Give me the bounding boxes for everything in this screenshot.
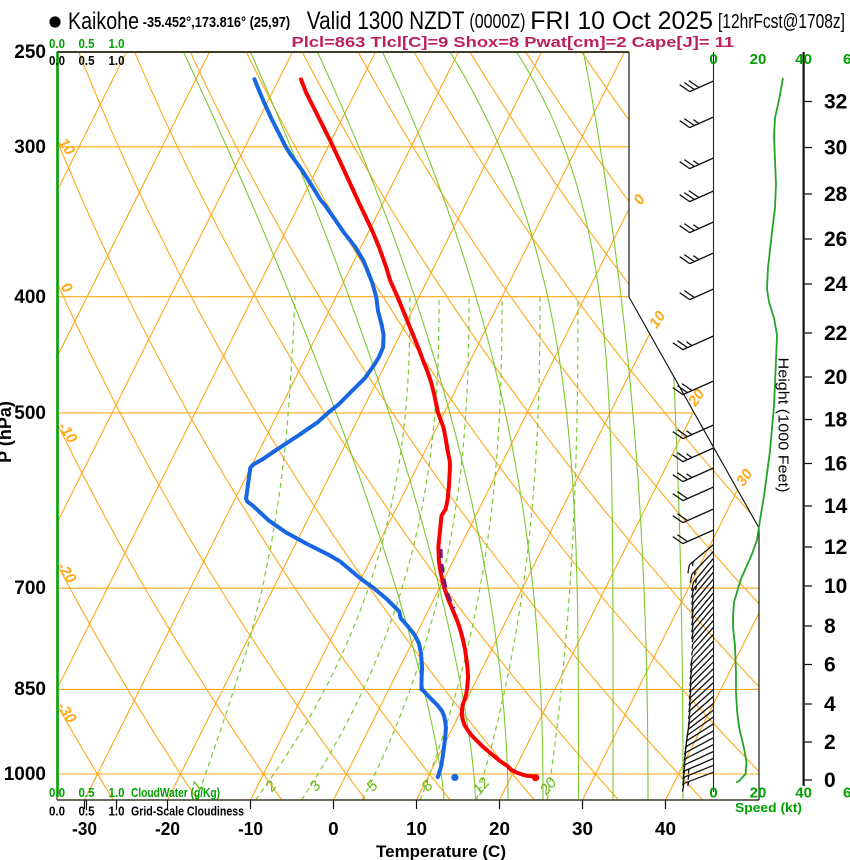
svg-text:20: 20: [824, 366, 847, 389]
svg-text:500: 500: [14, 403, 46, 424]
svg-text:1.0: 1.0: [109, 53, 125, 68]
svg-text:22: 22: [824, 322, 847, 345]
svg-text:40: 40: [795, 785, 812, 802]
svg-text:0.5: 0.5: [79, 785, 95, 800]
svg-text:0.5: 0.5: [79, 804, 95, 819]
svg-text:60: 60: [843, 785, 850, 802]
svg-text:8: 8: [824, 615, 836, 638]
svg-text:30: 30: [824, 137, 847, 160]
svg-text:32: 32: [824, 91, 847, 114]
svg-text:Kaikohe: Kaikohe: [68, 8, 139, 35]
svg-text:20: 20: [750, 785, 767, 802]
svg-text:300: 300: [14, 137, 46, 158]
svg-text:700: 700: [14, 578, 46, 599]
svg-text:-30: -30: [72, 819, 97, 839]
svg-text:24: 24: [824, 273, 848, 296]
svg-text:14: 14: [824, 495, 848, 518]
svg-text:0.0: 0.0: [49, 53, 65, 68]
svg-text:0.0: 0.0: [49, 804, 65, 819]
svg-text:0: 0: [824, 769, 836, 792]
svg-text:-20: -20: [155, 819, 180, 839]
svg-text:1.0: 1.0: [109, 785, 125, 800]
svg-text:Grid-Scale Cloudiness: Grid-Scale Cloudiness: [131, 804, 244, 819]
svg-text:-10: -10: [238, 819, 263, 839]
svg-text:Speed (kt): Speed (kt): [735, 800, 802, 815]
svg-text:10: 10: [406, 819, 427, 839]
svg-text:Valid 1300 NZDT: Valid 1300 NZDT: [307, 7, 465, 35]
svg-text:Temperature (C): Temperature (C): [376, 842, 506, 860]
svg-text:0.5: 0.5: [79, 53, 95, 68]
svg-text:20: 20: [750, 51, 767, 68]
svg-text:26: 26: [824, 228, 847, 251]
svg-text:0.0: 0.0: [49, 36, 65, 51]
svg-text:1.0: 1.0: [109, 804, 125, 819]
svg-text:2: 2: [824, 731, 836, 754]
svg-text:Height (1000 Feet): Height (1000 Feet): [775, 358, 792, 493]
svg-text:P (hPa): P (hPa): [0, 401, 15, 463]
svg-text:18: 18: [824, 409, 848, 432]
svg-text:12: 12: [824, 536, 847, 559]
svg-text:[12hrFcst@1708z]: [12hrFcst@1708z]: [718, 11, 845, 33]
svg-text:6: 6: [824, 654, 836, 677]
svg-text:0.5: 0.5: [79, 36, 95, 51]
svg-text:60: 60: [843, 51, 850, 68]
svg-text:1000: 1000: [4, 764, 46, 785]
svg-text:400: 400: [14, 287, 46, 308]
svg-text:0: 0: [709, 785, 717, 802]
svg-text:1.0: 1.0: [109, 36, 125, 51]
svg-text:250: 250: [14, 42, 46, 63]
svg-text:16: 16: [824, 453, 847, 476]
svg-text:10: 10: [824, 575, 847, 598]
svg-text:40: 40: [795, 51, 812, 68]
svg-text:(0000Z): (0000Z): [469, 11, 525, 33]
svg-text:FRI 10 Oct 2025: FRI 10 Oct 2025: [530, 7, 713, 35]
svg-text:CloudWater (g/Kg): CloudWater (g/Kg): [131, 785, 220, 800]
svg-text:0: 0: [328, 819, 339, 839]
svg-text:-35.452°,173.816° (25,97): -35.452°,173.816° (25,97): [143, 14, 291, 31]
svg-text:28: 28: [824, 183, 848, 206]
svg-text:850: 850: [14, 679, 46, 700]
svg-text:30: 30: [572, 819, 593, 839]
svg-text:Plcl=863 Tlcl[C]=9 Shox=8 Pwat: Plcl=863 Tlcl[C]=9 Shox=8 Pwat[cm]=2 Cap…: [292, 34, 735, 51]
svg-text:0: 0: [709, 51, 717, 68]
svg-text:20: 20: [489, 819, 510, 839]
svg-text:40: 40: [655, 819, 676, 839]
svg-text:0.0: 0.0: [49, 785, 65, 800]
svg-text:4: 4: [824, 693, 836, 716]
